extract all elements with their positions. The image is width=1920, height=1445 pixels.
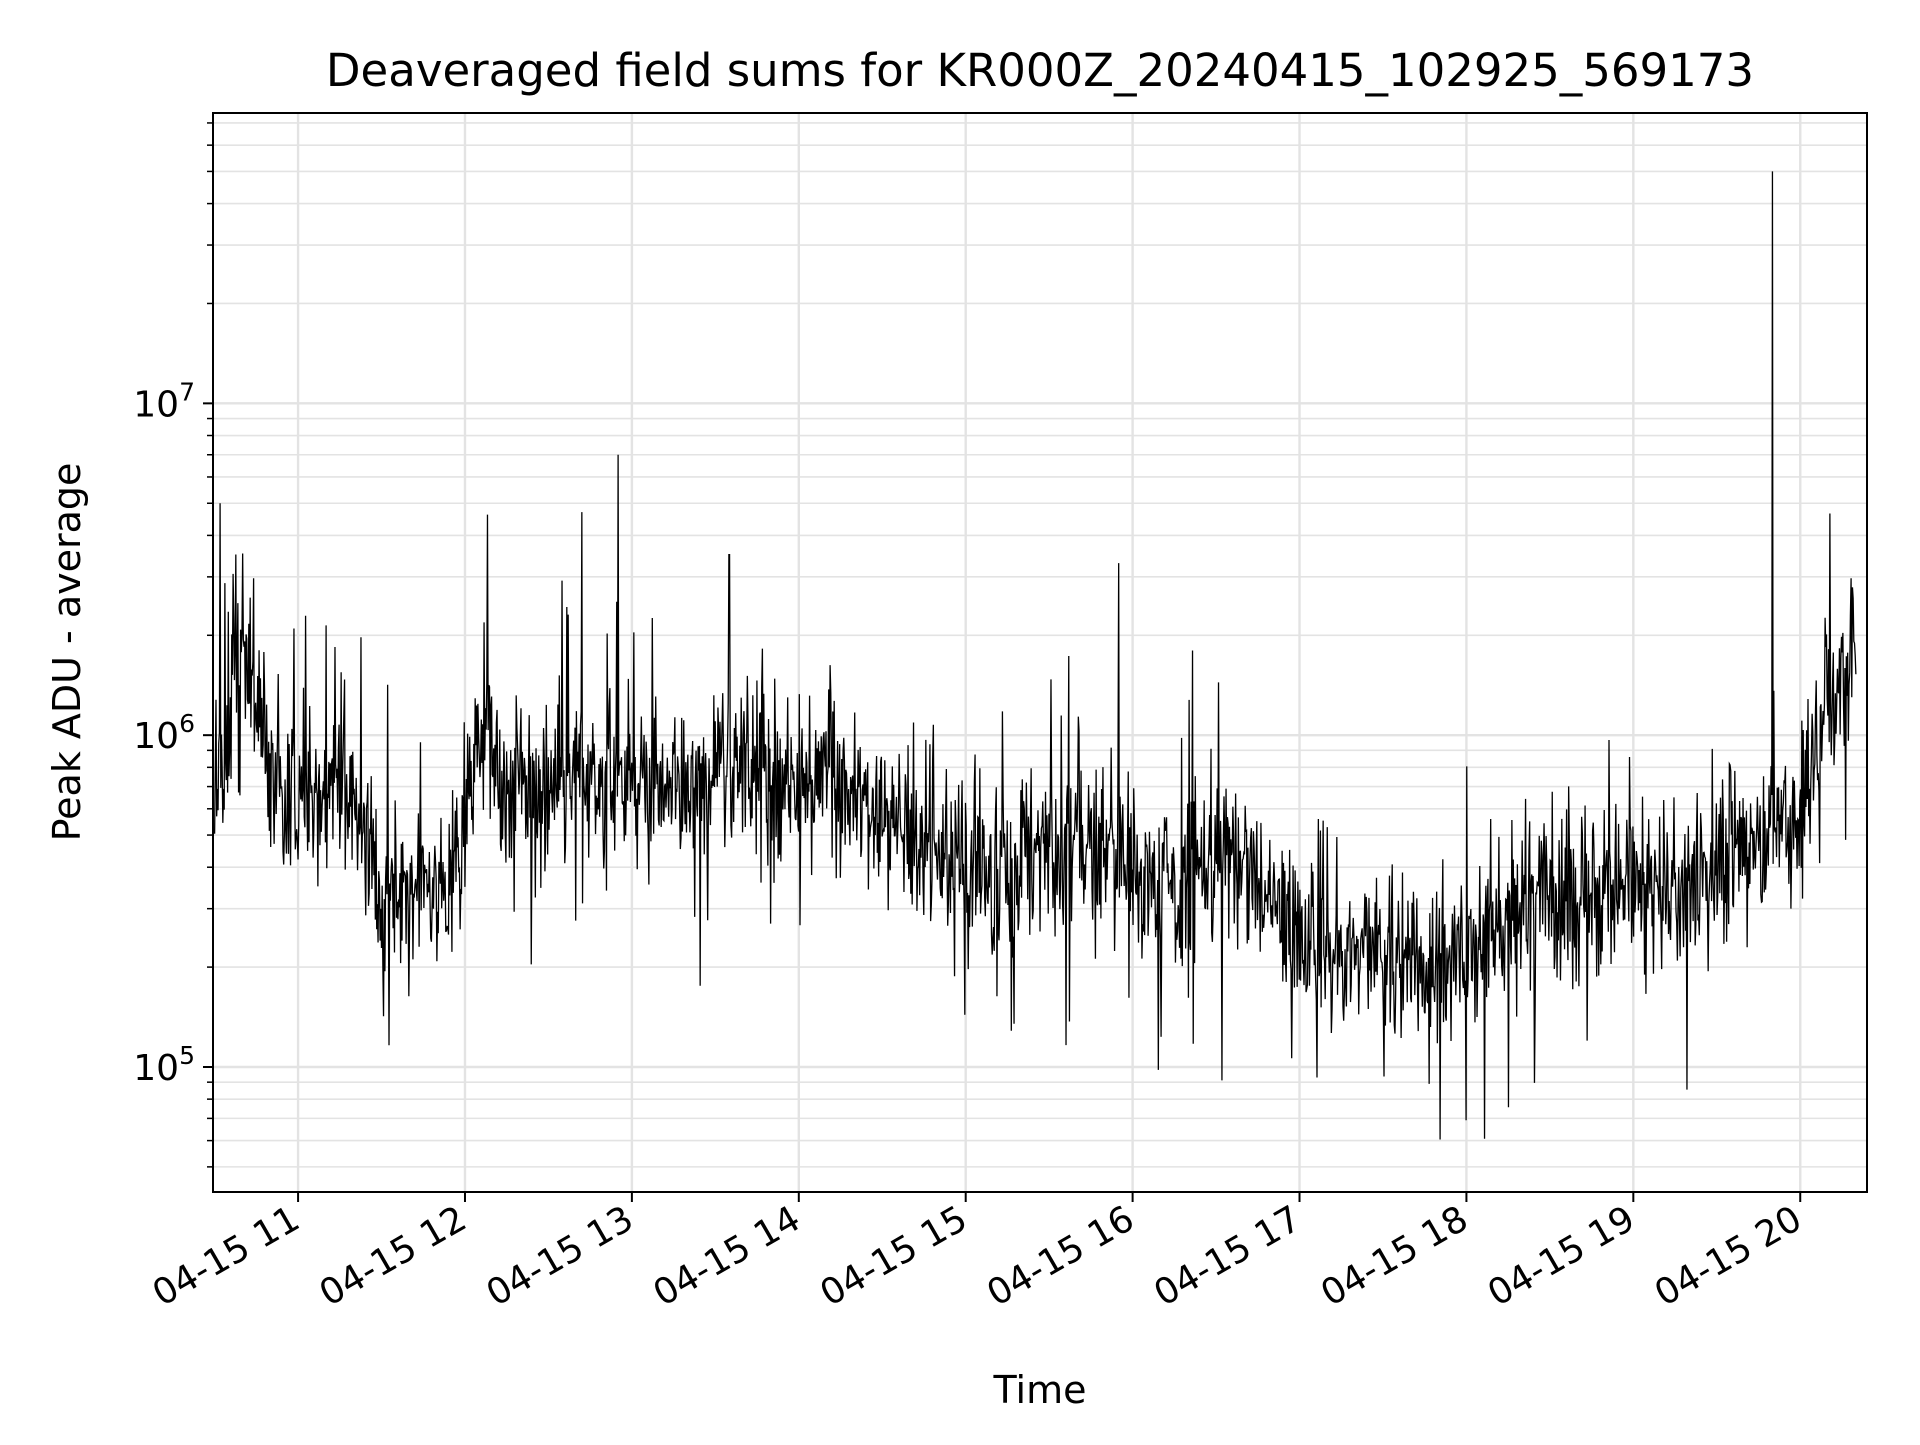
chart-title: Deaveraged field sums for KR000Z_2024041…: [326, 44, 1754, 97]
y-tick-label: 105: [133, 1041, 195, 1089]
y-tick-label: 107: [133, 377, 195, 425]
y-tick-label: 106: [133, 709, 195, 757]
plot-frame: [213, 113, 1867, 1192]
x-tick-label: 04-15 16: [980, 1198, 1141, 1314]
y-tick-exponent: 5: [179, 1041, 195, 1070]
x-tick-label: 04-15 14: [647, 1198, 808, 1314]
x-tick-label: 04-15 19: [1481, 1198, 1642, 1314]
x-tick-label: 04-15 11: [146, 1198, 307, 1314]
series-line: [215, 171, 1856, 1139]
y-axis-label: Peak ADU - average: [45, 463, 89, 842]
y-tick-base: 10: [133, 716, 179, 757]
x-tick-label: 04-15 20: [1648, 1198, 1809, 1314]
y-tick-base: 10: [133, 1048, 179, 1089]
x-tick-label: 04-15 18: [1314, 1198, 1475, 1314]
y-tick-exponent: 7: [179, 377, 195, 406]
x-tick-label: 04-15 17: [1147, 1198, 1308, 1314]
y-tick-base: 10: [133, 384, 179, 425]
x-tick-label: 04-15 13: [480, 1198, 641, 1314]
x-axis-label: Time: [993, 1368, 1087, 1412]
y-tick-exponent: 6: [179, 709, 195, 738]
x-tick-label: 04-15 12: [313, 1198, 474, 1314]
grid-lines: [213, 113, 1867, 1192]
series-layer: [215, 171, 1856, 1139]
x-tick-label: 04-15 15: [814, 1198, 975, 1314]
